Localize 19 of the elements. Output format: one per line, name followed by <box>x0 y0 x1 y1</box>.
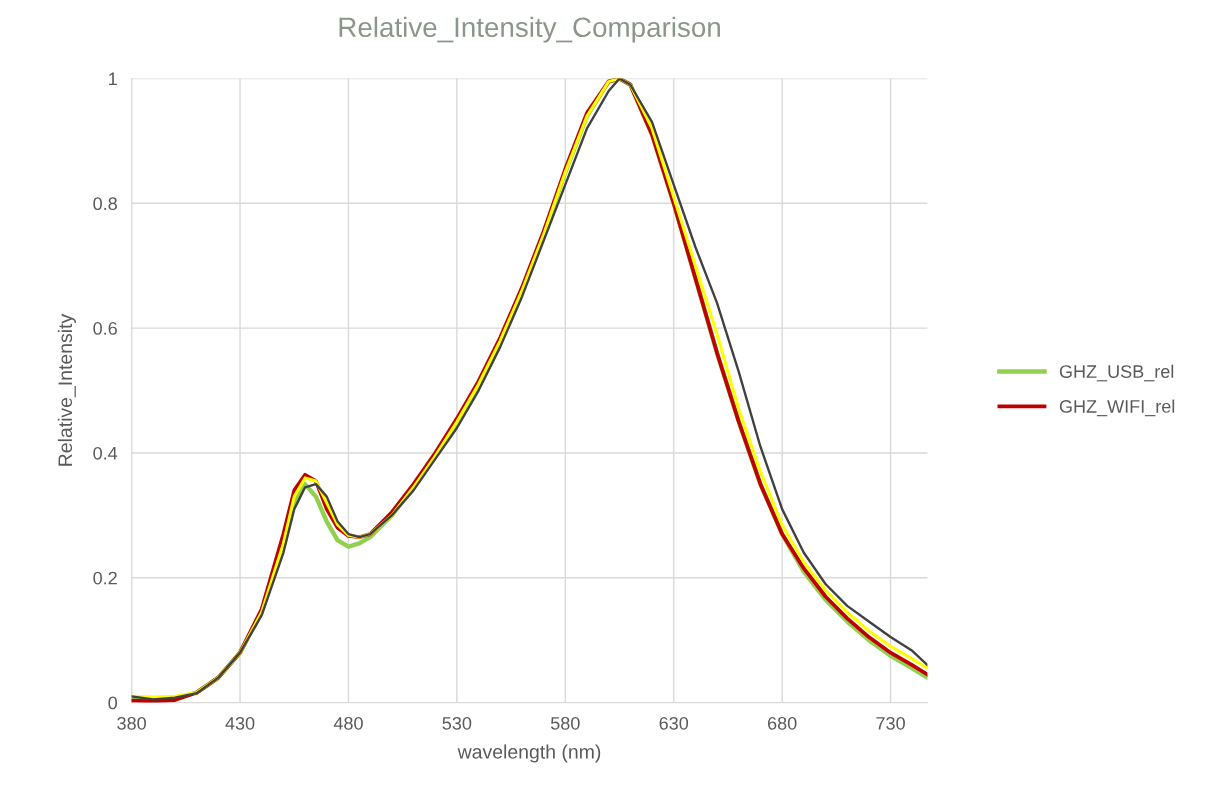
chart-title: Relative_Intensity_Comparison <box>339 16 720 43</box>
y-tick-label: 0.2 <box>93 571 117 585</box>
x-tick-label: 530 <box>442 716 472 730</box>
x-axis-title: wavelength (nm) <box>457 744 601 763</box>
x-tick-label: 630 <box>659 716 689 730</box>
legend-label: GHZ_WIFI_rel <box>1059 399 1175 417</box>
legend-label: GHZ_USB_rel <box>1059 364 1174 382</box>
y-tick-label: 0.8 <box>93 197 117 211</box>
x-tick-label: 580 <box>550 716 580 730</box>
x-tick-label: 380 <box>117 716 146 730</box>
y-tick-label: 0 <box>108 696 118 710</box>
x-tick-label: 430 <box>225 716 255 730</box>
y-tick-label: 0.6 <box>93 322 117 335</box>
x-tick-label: 480 <box>333 716 363 730</box>
x-tick-label: 680 <box>767 716 797 730</box>
y-tick-label: 1 <box>109 72 117 86</box>
y-axis-title: Relative_Intensity <box>57 313 76 466</box>
y-tick-label: 0.4 <box>93 446 118 460</box>
x-tick-label: 730 <box>876 716 905 730</box>
